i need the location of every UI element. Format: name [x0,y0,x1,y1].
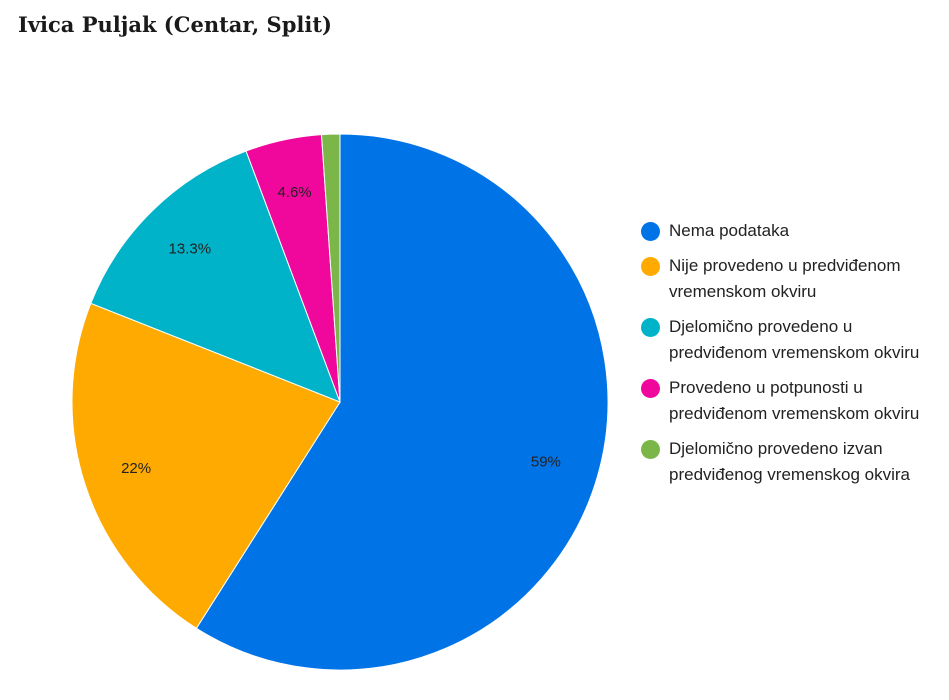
legend-swatch [641,222,660,241]
legend-label: Nije provedeno u predviđenom vremenskom … [669,256,901,301]
legend-label: Djelomično provedeno u predviđenom vreme… [669,317,920,362]
legend-swatch [641,318,660,337]
legend-label: Djelomično provedeno izvan predviđenog v… [669,439,910,484]
slice-value-label: 13.3% [169,240,212,257]
legend-label: Provedeno u potpunosti u predviđenom vre… [669,378,920,423]
slice-value-label: 59% [531,453,561,470]
legend-swatch [641,440,660,459]
legend-swatch [641,379,660,398]
legend-label: Nema podataka [669,221,790,240]
legend-item-nije-provedeno-u-predvidenom-vremenskom-okviru[interactable]: Nije provedeno u predviđenom vremenskom … [641,253,941,305]
pie-slice-djelomicno-provedeno-u-predvidenom-vremenskom-okviru[interactable] [90,150,341,403]
legend-swatch [641,257,660,276]
legend: Nema podataka Nije provedeno u predviđeno… [641,218,941,497]
pie-slice-nema-podataka[interactable] [195,133,609,671]
chart-title: Ivica Puljak (Centar, Split) [18,12,332,37]
slice-value-label: 22% [121,460,151,477]
pie-slice-nije-provedeno-u-predvidenom-vremenskom-okviru[interactable] [71,302,341,629]
legend-item-provedeno-u-potpunosti-u-predvidenom-vremenskom-okviru[interactable]: Provedeno u potpunosti u predviđenom vre… [641,375,941,427]
legend-item-djelomicno-provedeno-u-predvidenom-vremenskom-okviru[interactable]: Djelomično provedeno u predviđenom vreme… [641,314,941,366]
legend-item-nema-podataka[interactable]: Nema podataka [641,218,941,244]
pie-slice-djelomicno-provedeno-izvan-predvidenog-vremenskog-okvira[interactable] [320,133,341,403]
slice-value-label: 4.6% [277,184,311,201]
legend-item-djelomicno-provedeno-izvan-predvidenog-vremenskog-okvira[interactable]: Djelomično provedeno izvan predviđenog v… [641,436,941,488]
